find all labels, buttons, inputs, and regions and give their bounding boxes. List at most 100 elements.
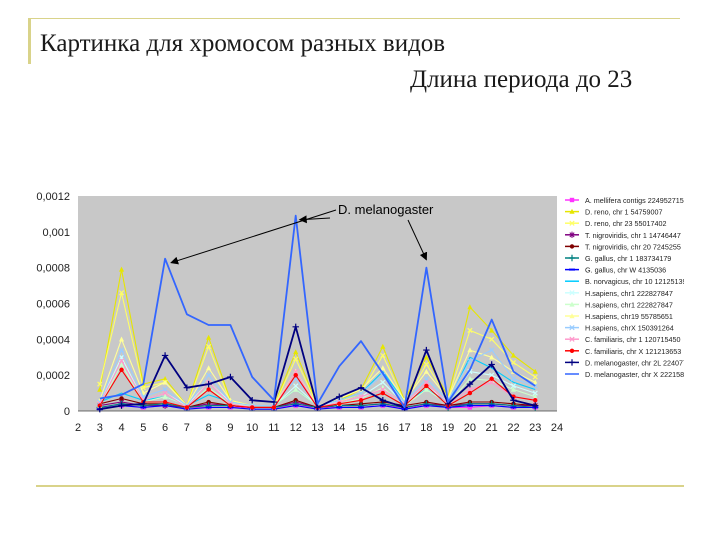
data-point (467, 358, 473, 364)
data-point (569, 244, 575, 249)
data-point (467, 327, 473, 333)
data-point (228, 403, 233, 408)
x-tick-label: 7 (184, 422, 190, 434)
data-point (314, 404, 321, 411)
data-point (205, 380, 212, 388)
data-point (532, 402, 539, 409)
legend-entry: D. reno, chr 1 54759007 (585, 208, 663, 217)
annotation-arrow (407, 219, 428, 261)
data-point (337, 401, 342, 407)
data-point (380, 352, 386, 359)
y-tick-label: 0,0012 (36, 191, 70, 203)
data-point (336, 406, 343, 409)
x-tick-label: 14 (333, 422, 345, 434)
data-point (162, 393, 168, 399)
data-point (248, 397, 256, 404)
data-point (532, 379, 538, 385)
data-point (206, 399, 211, 405)
legend-entry: H.sapiens, chr19 55785651 (585, 312, 673, 321)
legend-entry: C. familiaris, chr 1 120715450 (585, 335, 680, 344)
data-point (97, 386, 103, 392)
y-tick-label: 0,0008 (36, 263, 70, 275)
data-point (489, 327, 495, 333)
data-point (532, 368, 538, 374)
data-point (569, 336, 575, 342)
data-point (293, 356, 299, 362)
x-tick-label: 9 (227, 422, 233, 434)
legend-entry: D. reno, chr 23 55017402 (585, 219, 667, 228)
data-point (467, 405, 473, 410)
x-tick-label: 4 (118, 422, 124, 434)
data-point (423, 386, 429, 392)
legend-entry: D. melanogaster, chr 2L 22407725 (585, 358, 684, 367)
data-point (119, 396, 124, 401)
legend-entry: H.sapiens, chr1 222827847 (585, 289, 673, 298)
data-point (467, 390, 473, 396)
title-top-rule (28, 18, 680, 19)
data-point (184, 405, 190, 410)
x-tick-label: 18 (420, 422, 432, 434)
data-point (466, 404, 473, 407)
data-point (423, 354, 429, 360)
data-point (489, 336, 495, 342)
x-tick-label: 22 (507, 422, 519, 434)
data-point (118, 361, 125, 367)
data-point (510, 397, 517, 404)
data-point (140, 400, 147, 408)
data-point (293, 372, 298, 378)
data-point (423, 379, 429, 385)
plot-area (78, 196, 557, 411)
x-tick-label: 3 (97, 422, 103, 434)
data-point (532, 374, 538, 380)
data-point (569, 313, 575, 319)
x-tick-label: 8 (206, 422, 212, 434)
data-point (293, 368, 299, 375)
data-point (423, 361, 429, 368)
annotation-arrow (298, 215, 331, 224)
data-point (97, 381, 103, 387)
data-point (118, 358, 125, 364)
data-point (489, 379, 495, 385)
data-point (569, 268, 575, 271)
data-point (118, 290, 125, 296)
data-point (162, 399, 168, 405)
x-tick-label: 13 (311, 422, 323, 434)
legend-entry: G. gallus, chr W 4135036 (585, 266, 666, 275)
data-point (380, 379, 386, 385)
data-point (466, 380, 474, 388)
data-point (488, 361, 495, 368)
data-point (467, 386, 473, 393)
data-point (292, 404, 299, 407)
x-tick-label: 2 (75, 422, 81, 434)
legend-entry: G. gallus, chr 1 183734179 (585, 254, 671, 263)
data-point (569, 208, 575, 214)
x-tick-label: 20 (464, 422, 476, 434)
data-point (423, 404, 430, 407)
data-point (569, 348, 575, 353)
data-point (467, 375, 473, 381)
data-point (569, 197, 575, 203)
data-point (510, 406, 517, 409)
data-point (249, 405, 255, 410)
data-point (96, 406, 103, 413)
legend-entry: D. melanogaster, chr X 22215891 (585, 370, 684, 379)
series-line (99, 214, 536, 409)
data-point (510, 376, 517, 382)
data-point (118, 402, 125, 409)
data-point (293, 349, 299, 355)
x-tick-label: 15 (355, 422, 367, 434)
data-point (206, 365, 212, 371)
data-point (162, 379, 168, 385)
data-point (205, 406, 212, 409)
data-point (569, 290, 575, 296)
data-point (380, 386, 386, 393)
x-tick-label: 19 (442, 422, 454, 434)
data-point (118, 266, 125, 272)
data-point (292, 323, 299, 330)
data-point (532, 390, 538, 396)
x-tick-label: 21 (486, 422, 498, 434)
data-point (489, 354, 495, 360)
legend-entry: H.sapiens, chr1 222827847 (585, 300, 673, 309)
data-point (162, 404, 169, 407)
